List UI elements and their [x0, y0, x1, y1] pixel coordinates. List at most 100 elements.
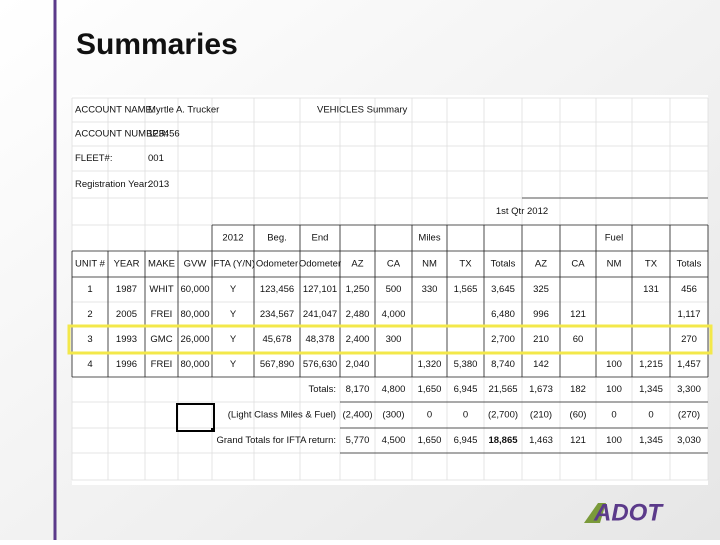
table-cell: 500: [386, 284, 402, 295]
info-value: 2013: [148, 179, 169, 190]
summary-cell: 6,945: [454, 384, 478, 395]
summary-cell: 0: [427, 410, 432, 421]
table-cell: GMC: [150, 334, 172, 345]
table-cell: 1,320: [418, 359, 442, 370]
table-cell: 48,378: [305, 334, 334, 345]
table-cell: 4,000: [382, 309, 406, 320]
table-cell: 567,890: [260, 359, 294, 370]
column-header: AZ: [351, 259, 363, 270]
info-label: ACCOUNT NUMBER:: [75, 129, 168, 140]
summary-cell: (2,400): [342, 410, 372, 421]
summary-cell: 121: [570, 435, 586, 446]
summary-cell: 1,673: [529, 384, 553, 395]
column-header: NM: [422, 259, 437, 270]
summary-cell: 6,945: [454, 435, 478, 446]
summary-cell: 18,865: [488, 435, 518, 446]
group-header: Miles: [418, 233, 440, 244]
table-cell: 3: [87, 334, 92, 345]
table-cell: 241,047: [303, 309, 337, 320]
info-value: 001: [148, 153, 164, 164]
group-header: End: [312, 233, 329, 244]
summary-label: Grand Totals for IFTA return:: [216, 435, 336, 446]
column-header: TX: [645, 259, 658, 270]
summary-cell: 100: [606, 384, 622, 395]
fill-handle: [211, 428, 215, 432]
group-header: Beg.: [267, 233, 287, 244]
sheet-title: VEHICLES Summary: [317, 105, 408, 116]
table-cell: 2,480: [346, 309, 370, 320]
table-cell: 2,040: [346, 359, 370, 370]
table-cell: 1: [87, 284, 92, 295]
table-cell: 210: [533, 334, 549, 345]
table-cell: 1993: [116, 334, 137, 345]
summary-cell: (210): [530, 410, 552, 421]
column-header: CA: [571, 259, 585, 270]
summary-cell: 1,345: [639, 435, 663, 446]
table-cell: 80,000: [180, 359, 209, 370]
column-header: YEAR: [114, 259, 140, 270]
summary-label: Totals:: [309, 384, 336, 395]
group-header: Fuel: [605, 233, 623, 244]
column-header: Odometer: [299, 259, 341, 270]
column-header: IFTA (Y/N): [211, 259, 255, 270]
table-cell: 2,700: [491, 334, 515, 345]
table-cell: 1996: [116, 359, 137, 370]
info-label: FLEET#:: [75, 153, 113, 164]
table-cell: 325: [533, 284, 549, 295]
quarter: 1st Qtr 2012: [496, 206, 548, 217]
table-cell: 131: [643, 284, 659, 295]
column-header: AZ: [535, 259, 547, 270]
summary-cell: 0: [648, 410, 653, 421]
table-cell: 8,740: [491, 359, 515, 370]
table-cell: 996: [533, 309, 549, 320]
table-cell: 123,456: [260, 284, 294, 295]
column-header: Totals: [677, 259, 702, 270]
summary-cell: 182: [570, 384, 586, 395]
table-cell: 80,000: [180, 309, 209, 320]
summary-cell: 0: [463, 410, 468, 421]
table-cell: 100: [606, 359, 622, 370]
table-cell: 1,457: [677, 359, 701, 370]
table-cell: FREI: [151, 309, 173, 320]
info-value: Myrtle A. Trucker: [148, 105, 219, 116]
table-cell: 26,000: [180, 334, 209, 345]
summary-cell: 1,650: [418, 384, 442, 395]
table-cell: 1987: [116, 284, 137, 295]
table-cell: 45,678: [262, 334, 291, 345]
table-cell: 121: [570, 309, 586, 320]
selected-cell: [176, 403, 215, 432]
table-cell: 3,645: [491, 284, 515, 295]
logo: ADOT: [584, 499, 664, 526]
table-cell: 2: [87, 309, 92, 320]
table-cell: 1,117: [677, 309, 700, 320]
table-cell: 330: [422, 284, 438, 295]
summary-cell: 0: [611, 410, 616, 421]
table-cell: 2005: [116, 309, 137, 320]
table-cell: 4: [87, 359, 92, 370]
table-cell: 142: [533, 359, 549, 370]
table-cell: 2,400: [346, 334, 370, 345]
summary-cell: 1,650: [418, 435, 442, 446]
table-cell: 1,215: [639, 359, 663, 370]
table-cell: 60,000: [180, 284, 209, 295]
summary-cell: 1,463: [529, 435, 553, 446]
table-cell: 60: [573, 334, 584, 345]
slide-title: Summaries: [76, 28, 238, 61]
column-header: MAKE: [148, 259, 175, 270]
summary-cell: (2,700): [488, 410, 518, 421]
row-highlight: [67, 324, 713, 355]
table-cell: 300: [386, 334, 402, 345]
column-header: Odometer: [256, 259, 298, 270]
info-label: ACCOUNT NAME:: [75, 105, 155, 116]
summary-cell: 3,300: [677, 384, 701, 395]
table-cell: 270: [681, 334, 697, 345]
summary-cell: 3,030: [677, 435, 701, 446]
column-header: UNIT #: [75, 259, 106, 270]
column-header: Totals: [491, 259, 516, 270]
table-cell: 1,565: [454, 284, 478, 295]
table-cell: FREI: [151, 359, 173, 370]
summary-cell: 8,170: [346, 384, 370, 395]
logo-mark: [584, 503, 606, 523]
